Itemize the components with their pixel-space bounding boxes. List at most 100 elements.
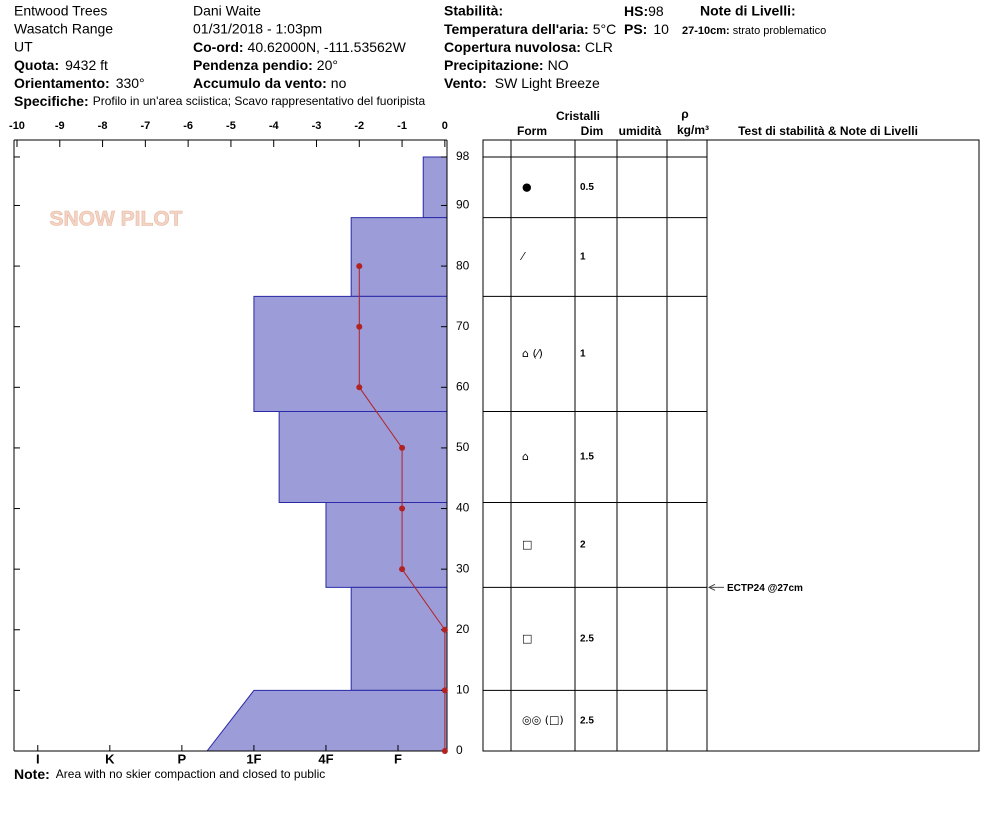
table-border (482, 139, 980, 752)
temperature-point (356, 384, 363, 391)
temperature-point (441, 626, 448, 633)
label: Copertura nuvolosa: (444, 39, 581, 55)
crystals-header: Cristalli (556, 109, 600, 123)
temperature-tick-label: 0 (442, 120, 448, 132)
layer (325, 501, 448, 588)
layer (422, 156, 448, 219)
value: Profilo in un'area sciistica; Scavo rapp… (93, 94, 426, 108)
layer (278, 411, 448, 503)
value: 9432 ft (65, 57, 108, 73)
range: Wasatch Range (14, 21, 113, 37)
label: Vento: (444, 75, 487, 91)
table-frame (482, 139, 980, 752)
text: strato problematico (733, 25, 827, 37)
depth-tick-label: 0 (456, 743, 463, 757)
label: PS: (624, 21, 647, 37)
crystal-size: 2.5 (580, 634, 594, 645)
temperature-tick-label: -3 (312, 120, 322, 132)
temperature-point (356, 263, 363, 270)
value: no (331, 75, 347, 91)
crystal-size: 1 (580, 252, 586, 263)
hardness-tick-label: K (105, 751, 115, 766)
crystal-size: 2 (580, 540, 586, 551)
label: Pendenza pendio: (193, 57, 313, 73)
note: Note: Area with no skier compaction and c… (14, 766, 325, 782)
depth-tick-label: 60 (456, 379, 470, 393)
size-header: Dim (581, 124, 604, 138)
crystal-form: ● (522, 180, 532, 193)
value: NO (548, 57, 569, 73)
ps: PS: 10 (624, 21, 669, 37)
test-arrow-head (707, 583, 716, 591)
temperature-tick-label: -2 (354, 120, 364, 132)
crystal-size: 1.5 (580, 452, 594, 463)
hs: HS:98 (624, 3, 664, 19)
wind-loading: Accumulo da vento: no (193, 75, 347, 91)
wind: Vento: SW Light Breeze (444, 75, 600, 91)
label: Co-ord: (193, 39, 244, 55)
tests-header: Test di stabilità & Note di Livelli (738, 124, 918, 138)
location: Entwood Trees (14, 3, 107, 19)
form-header: Form (517, 124, 547, 138)
rho-header: ρ (681, 107, 688, 121)
density-header: kg/m³ (677, 123, 709, 137)
crystal-size: 2.5 (580, 715, 594, 726)
hardness-tick-label: F (394, 751, 402, 766)
hardness-tick-label: 1F (246, 751, 261, 766)
observer: Dani Waite (193, 3, 261, 19)
crystal-form: ◎◎ (□) (522, 714, 564, 727)
layer-notes-title: Note di Livelli: (700, 3, 796, 19)
label: Precipitazione: (444, 57, 544, 73)
hardness-tick-label: P (178, 751, 187, 766)
temperature-tick-label: -1 (397, 120, 407, 132)
crystal-form: □ (522, 538, 532, 551)
datetime: 01/31/2018 - 1:03pm (193, 21, 322, 37)
slope: Pendenza pendio: 20° (193, 57, 338, 73)
range: 27-10cm: (682, 25, 730, 37)
label: Accumulo da vento: (193, 75, 327, 91)
depth-tick-label: 20 (456, 622, 470, 636)
depth-tick-label: 98 (456, 149, 470, 163)
precip: Precipitazione: NO (444, 57, 569, 73)
temperature-point (441, 687, 448, 694)
value: 5°C (593, 21, 617, 37)
value: 20° (317, 57, 338, 73)
label: Quota: (14, 57, 59, 73)
state: UT (14, 39, 33, 55)
layer (350, 586, 448, 691)
value: CLR (585, 39, 613, 55)
crystal-size: 0.5 (580, 182, 594, 193)
crystal-size: 1 (580, 349, 586, 360)
air-temp: Temperatura dell'aria: 5°C (444, 21, 616, 37)
hardness-tick-label: 4F (318, 751, 333, 766)
crystal-form: □ (522, 632, 532, 645)
depth-tick-label: 80 (456, 258, 470, 272)
stability: Stabilità: (444, 3, 503, 19)
value: SW Light Breeze (495, 75, 600, 91)
layer (253, 295, 448, 413)
wetness-header: umidità (619, 124, 662, 138)
logo: SNOW PILOT (50, 208, 183, 231)
value: 98 (648, 3, 664, 19)
label: Orientamento: (14, 75, 110, 91)
layer (350, 217, 448, 297)
temperature-point (356, 323, 363, 330)
value: 10 (653, 21, 669, 37)
layer-note: 27-10cm: strato problematico (682, 25, 826, 37)
value: Area with no skier compaction and closed… (56, 767, 325, 781)
label: Temperatura dell'aria: (444, 21, 589, 37)
temperature-point (399, 505, 406, 512)
depth-tick-label: 10 (456, 683, 470, 697)
elevation: Quota: 9432 ft (14, 57, 108, 73)
value: 40.62000N, -111.53562W (248, 39, 407, 55)
table-headers: Cristalli Form Dim umidità ρ kg/m³ Test … (517, 107, 918, 138)
temperature-tick-label: -6 (183, 120, 193, 132)
temperature-tick-label: -8 (98, 120, 108, 132)
temperature-point (399, 566, 406, 573)
value: 330° (116, 75, 145, 91)
sky: Copertura nuvolosa: CLR (444, 39, 613, 55)
crystal-form: ⌂ (522, 450, 529, 463)
depth-tick-label: 70 (456, 319, 470, 333)
